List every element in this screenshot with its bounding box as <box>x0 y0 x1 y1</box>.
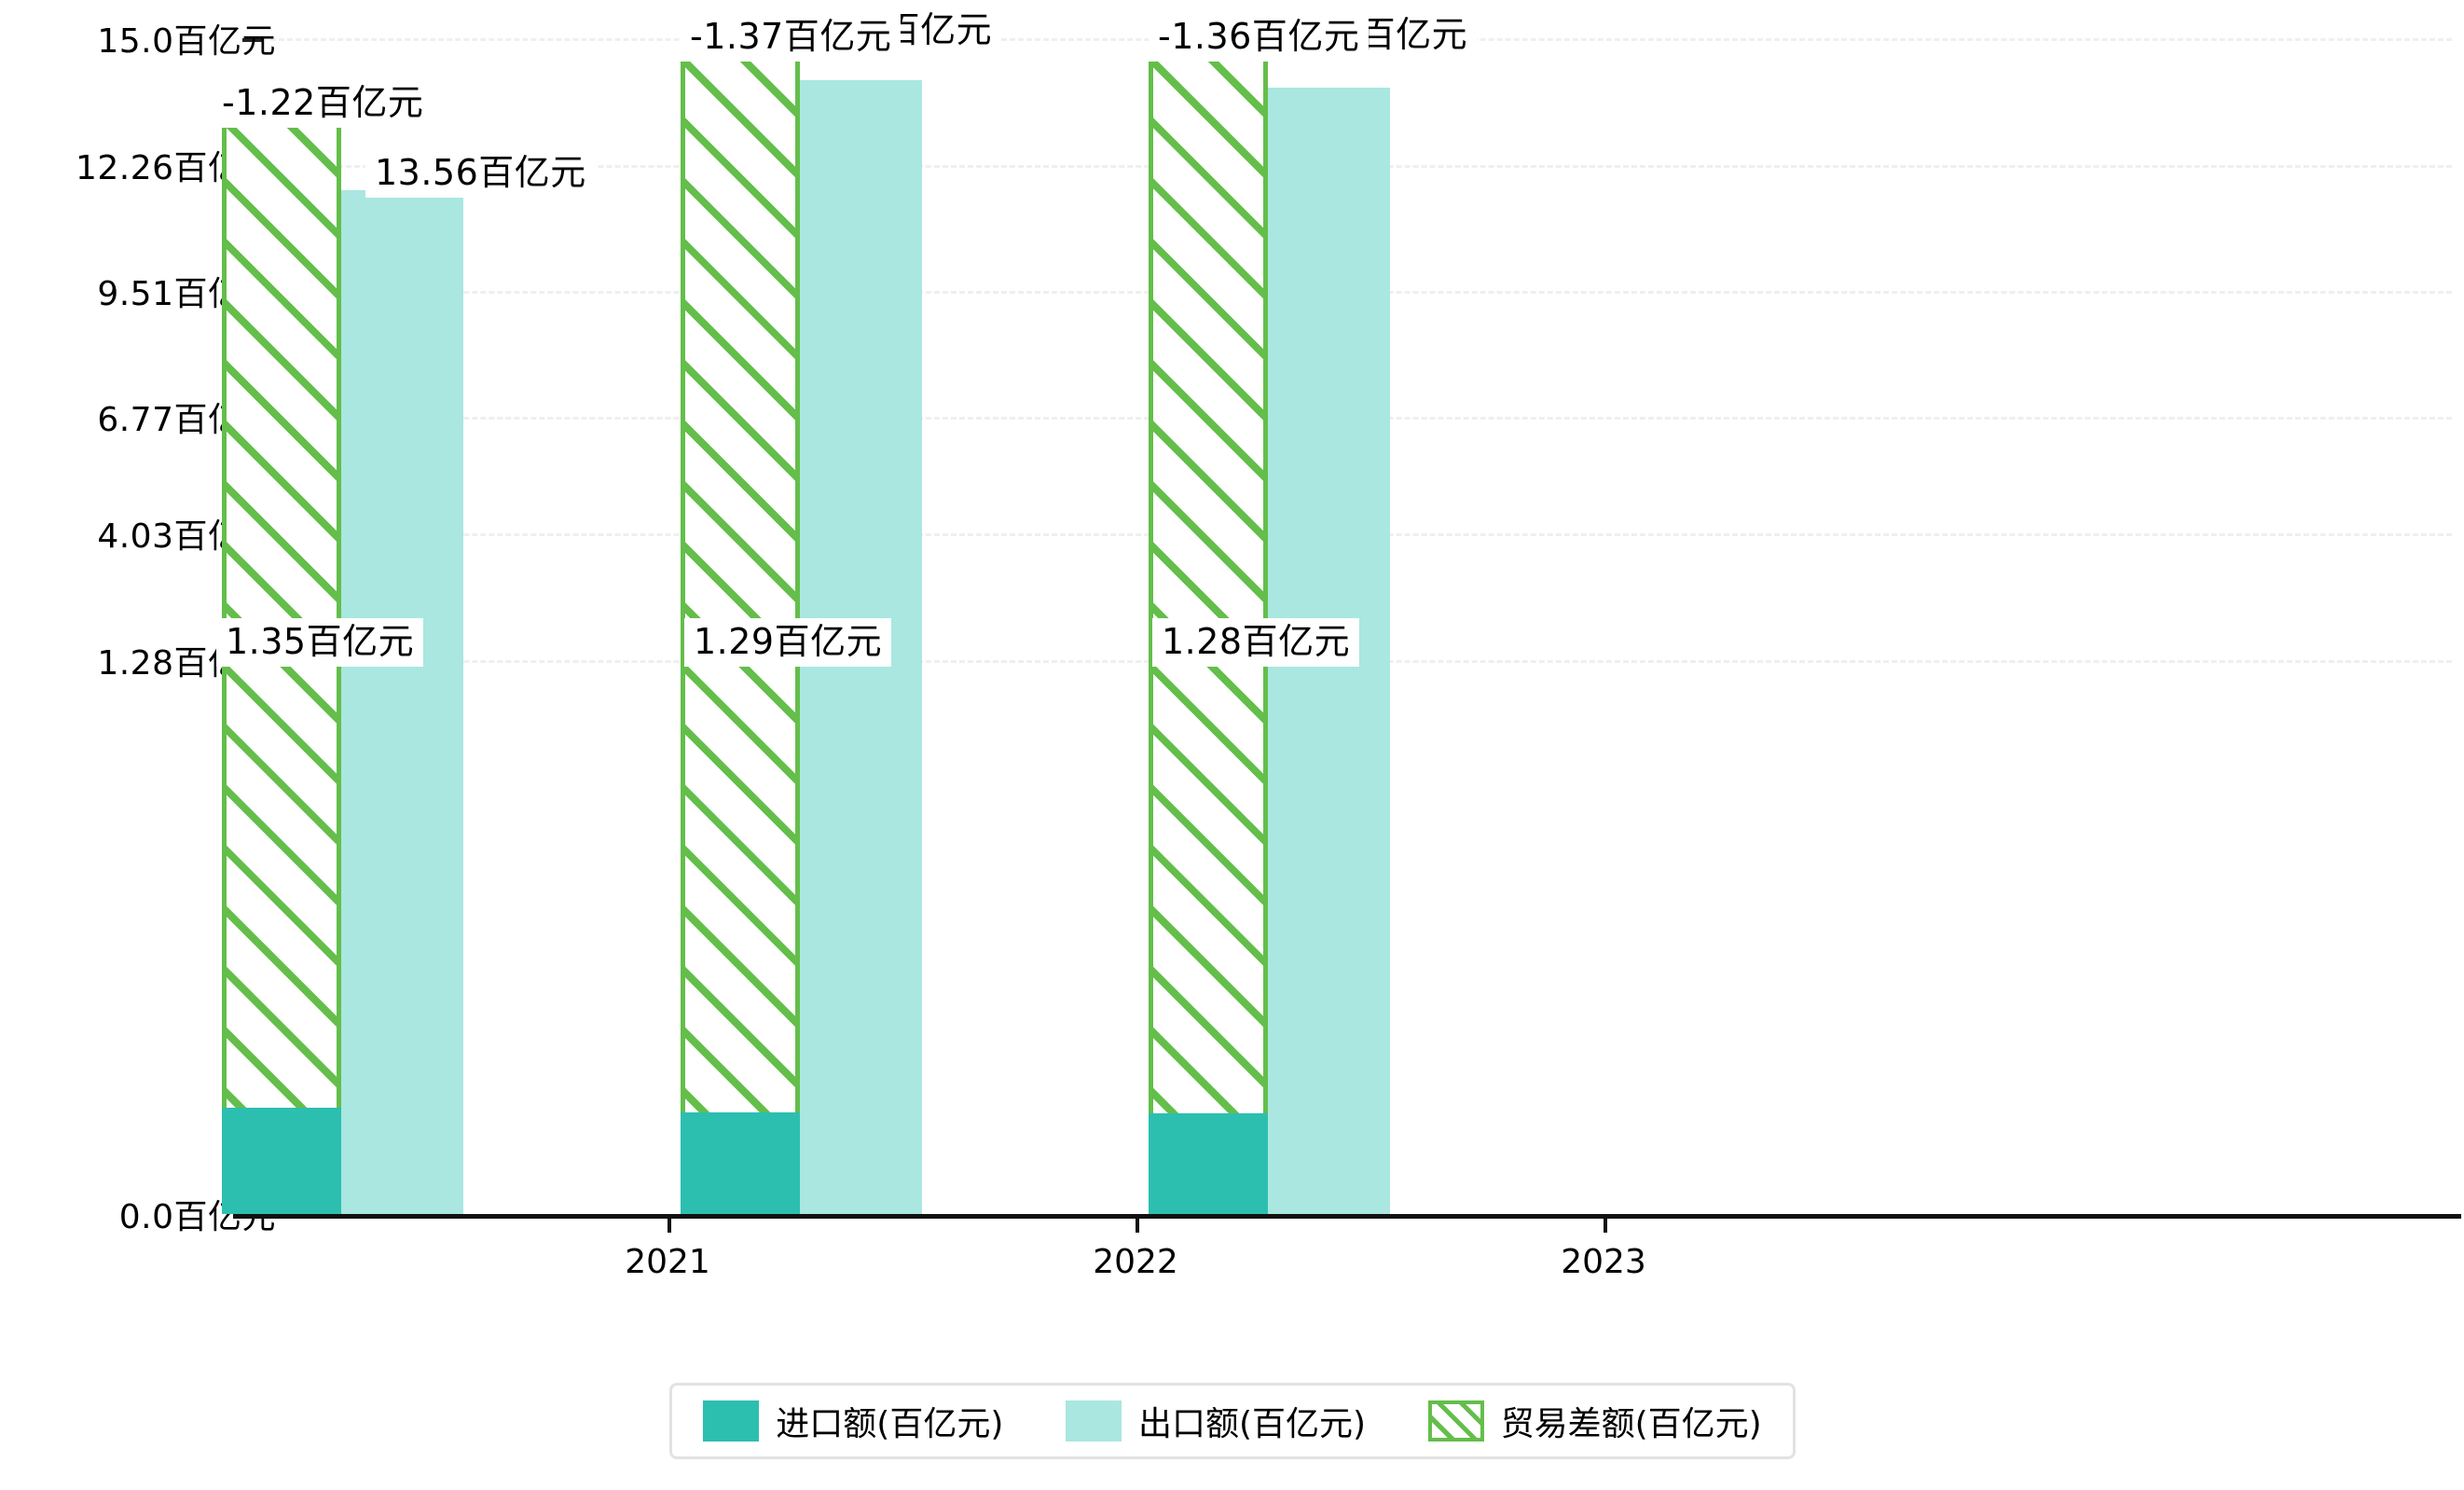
datalabel-export-2021: 13.56百亿元 <box>365 149 596 198</box>
x-axis-line <box>233 1214 2461 1219</box>
datalabel-import-2022: 1.29百亿元 <box>684 618 892 667</box>
xtick-mark-2023 <box>1604 1214 1607 1233</box>
export-swatch-icon <box>1065 1400 1122 1442</box>
bar-import-2022[interactable] <box>681 1112 800 1214</box>
ytick-label-15-0: 15.0百亿元 <box>97 22 276 61</box>
legend-label-import: 进口额(百亿元) <box>776 1405 1004 1443</box>
datalabel-import-2021: 1.35百亿元 <box>216 618 424 667</box>
datalabel-balance-2021: -1.22百亿元 <box>213 79 434 128</box>
bar-import-2021[interactable] <box>222 1108 341 1214</box>
chart-legend: 进口额(百亿元) 出口额(百亿元) 贸易差额(百亿元) <box>669 1383 1796 1459</box>
xtick-label-2023: 2023 <box>1561 1243 1646 1281</box>
legend-label-export: 出口额(百亿元) <box>1137 1405 1367 1443</box>
legend-entry-balance[interactable]: 贸易差额(百亿元) <box>1427 1397 1762 1445</box>
xtick-label-2021: 2021 <box>625 1243 710 1281</box>
balance-swatch-icon <box>1427 1400 1484 1442</box>
legend-label-balance: 贸易差额(百亿元) <box>1500 1405 1762 1443</box>
bar-import-2023[interactable] <box>1149 1113 1268 1214</box>
plot-area: 15.0百亿元 12.26百亿元 9.51百亿元 6.77百亿元 4.03百亿元… <box>76 22 2461 1281</box>
xtick-label-2022: 2022 <box>1093 1243 1178 1281</box>
xtick-mark-2022 <box>1136 1214 1139 1233</box>
datalabel-balance-2022: -1.37百亿元 <box>681 13 902 62</box>
legend-entry-export[interactable]: 出口额(百亿元) <box>1065 1397 1367 1445</box>
datalabel-import-2023: 1.28百亿元 <box>1152 618 1360 667</box>
import-swatch-icon <box>703 1400 760 1442</box>
legend-entry-import[interactable]: 进口额(百亿元) <box>703 1397 1003 1445</box>
xtick-mark-2021 <box>668 1214 671 1233</box>
datalabel-balance-2023: -1.36百亿元 <box>1149 13 1370 62</box>
ytick-mark-15-0 <box>242 38 263 42</box>
bar-export-2021[interactable] <box>341 190 463 1214</box>
